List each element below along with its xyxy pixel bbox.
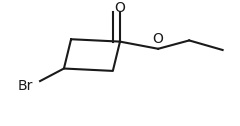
Text: O: O [153, 32, 164, 46]
Text: O: O [114, 1, 126, 15]
Text: Br: Br [18, 79, 33, 93]
